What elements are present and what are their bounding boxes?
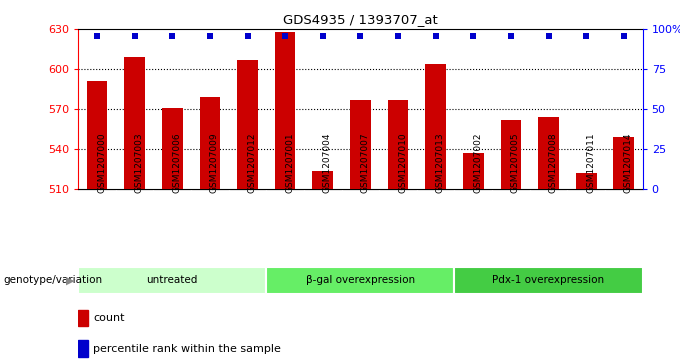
Text: GSM1207005: GSM1207005 [511,133,520,193]
Point [205,33,216,39]
Point [468,33,479,39]
Text: GSM1207001: GSM1207001 [285,133,294,193]
Point [167,33,177,39]
Bar [312,171,333,189]
Text: GSM1207008: GSM1207008 [549,133,558,193]
Bar [267,267,454,294]
Bar [576,173,596,189]
Bar [237,60,258,189]
Point [505,33,516,39]
Text: untreated: untreated [147,276,198,285]
Text: GSM1207013: GSM1207013 [436,133,445,193]
Bar [463,153,483,189]
Bar [275,32,296,189]
Bar [78,267,267,294]
Bar [613,137,634,189]
Point [618,33,629,39]
Text: percentile rank within the sample: percentile rank within the sample [93,344,281,354]
Point [318,33,328,39]
Text: GSM1207010: GSM1207010 [398,133,407,193]
Bar [500,119,522,189]
Bar [86,81,107,189]
Text: GSM1207009: GSM1207009 [210,133,219,193]
Text: GSM1207006: GSM1207006 [172,133,182,193]
Text: genotype/variation: genotype/variation [3,276,103,285]
Bar [538,117,559,189]
Text: GSM1207007: GSM1207007 [360,133,369,193]
Point [581,33,592,39]
Point [92,33,103,39]
Bar [124,57,145,189]
Point [430,33,441,39]
Text: Pdx-1 overexpression: Pdx-1 overexpression [492,276,605,285]
Bar [454,267,643,294]
Text: GSM1207012: GSM1207012 [248,133,256,193]
Text: GSM1207003: GSM1207003 [135,133,143,193]
Bar [199,97,220,189]
Text: ▶: ▶ [66,276,75,285]
Point [129,33,140,39]
Bar [425,64,446,189]
Text: GSM1207004: GSM1207004 [323,133,332,193]
Bar [162,107,183,189]
Point [279,33,290,39]
Point [355,33,366,39]
Text: GSM1207002: GSM1207002 [473,133,482,193]
Text: GSM1207014: GSM1207014 [624,133,633,193]
Point [543,33,554,39]
Title: GDS4935 / 1393707_at: GDS4935 / 1393707_at [283,13,438,26]
Bar [78,310,88,326]
Point [242,33,253,39]
Bar [78,340,88,357]
Text: count: count [93,313,124,323]
Text: β-gal overexpression: β-gal overexpression [306,276,415,285]
Bar [350,99,371,189]
Point [392,33,403,39]
Text: GSM1207011: GSM1207011 [586,133,595,193]
Bar [388,99,409,189]
Text: GSM1207000: GSM1207000 [97,133,106,193]
